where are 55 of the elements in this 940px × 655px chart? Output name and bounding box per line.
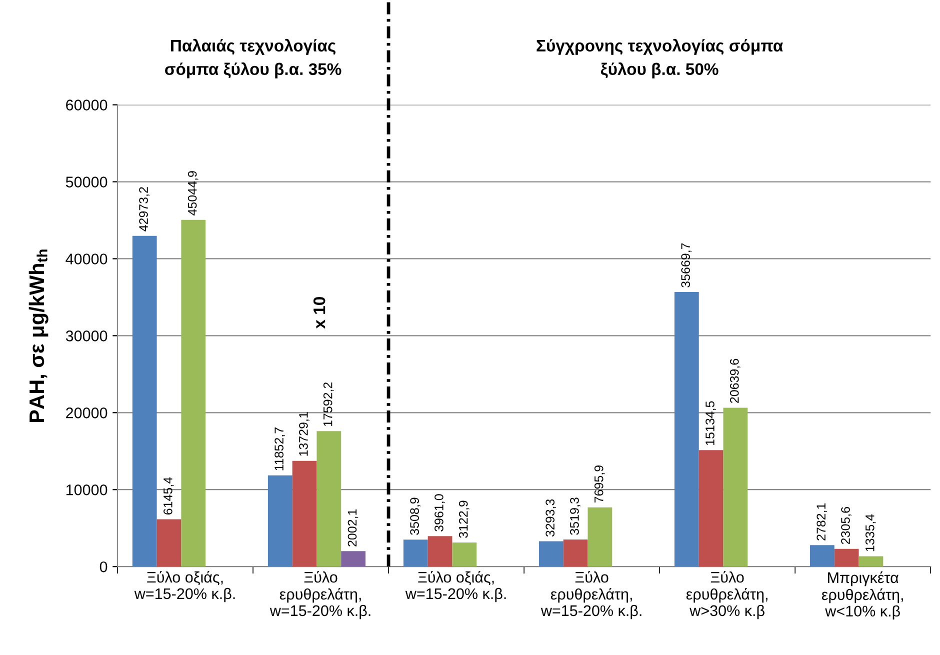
bar: [181, 220, 206, 567]
x-tick-label: Ξύλο οξιάς, w=15-20% κ.β.: [405, 570, 506, 602]
bar: [268, 475, 292, 567]
data-label: 2782,1: [816, 503, 828, 540]
x-tick-label: Ξύλο ερυθρελάτη, w=15-20% κ.β.: [270, 570, 370, 620]
data-label: 17592,2: [323, 382, 334, 426]
data-label: 3293,3: [546, 499, 556, 537]
bar: [132, 236, 157, 567]
y-tick-label: 60000: [66, 100, 108, 110]
bar: [316, 431, 342, 567]
text: Σύγχρονης τεχνολογίας σόμπα ξύλου β.α. 50%: [536, 38, 784, 78]
bar: [674, 292, 699, 567]
x-tick-label: Μπριγκέτα ερυθρελάτη, w<10% κ.β: [822, 571, 903, 620]
bar: [723, 408, 748, 567]
data-label: 2002,1: [348, 509, 358, 546]
data-label: 3519,3: [570, 498, 580, 535]
y-tick-label: 30000: [66, 330, 108, 342]
y-tick-label: 10000: [66, 484, 108, 496]
bar: [810, 545, 834, 567]
data-label: 3508,9: [410, 498, 420, 535]
data-label: 13729,1: [299, 412, 310, 456]
data-label: 20639,6: [730, 358, 740, 403]
bar: [698, 450, 724, 567]
bar: [428, 536, 452, 567]
y-tick-label: 50000: [66, 176, 108, 188]
bar: [292, 460, 317, 567]
data-label: 3961,0: [434, 494, 445, 532]
annotation: x 10: [313, 297, 326, 329]
bar: [563, 539, 588, 567]
x-tick-label: Ξύλο οξιάς, w=15-20% κ.β.: [134, 570, 235, 602]
data-label: 1335,4: [865, 514, 876, 552]
data-label: 15134,5: [706, 401, 716, 445]
text: Παλαιάς τεχνολογίας σόμπα ξύλου β.α. 35%: [165, 38, 342, 78]
data-label: 35669,7: [681, 243, 692, 288]
x-tick-label: Ξύλο ερυθρελάτη, w=15-20% κ.β.: [540, 570, 642, 620]
y-tick-label: 0: [100, 561, 108, 572]
x-tick-label: Ξύλο ερυθρελάτη, w>30% κ.β: [686, 570, 768, 620]
y-tick-label: 20000: [66, 408, 108, 418]
bar: [341, 551, 366, 567]
bar: [588, 507, 612, 567]
bar: [403, 540, 428, 567]
data-label: 2305,6: [841, 506, 852, 544]
data-label: 45044,9: [188, 171, 198, 216]
y-axis-title: PAH, σε μg/kWh$_{th}$: [28, 250, 48, 422]
bar: [452, 542, 477, 567]
data-label: 3122,9: [458, 500, 470, 538]
y-tick-label: 40000: [66, 254, 108, 264]
bar: [834, 548, 859, 567]
data-label: 42973,2: [139, 187, 150, 232]
bar: [858, 556, 884, 567]
data-label: 7695,9: [594, 466, 605, 503]
data-label: 6145,4: [164, 477, 174, 514]
data-label: 11852,7: [274, 428, 285, 470]
bar: [156, 519, 182, 567]
bar: [538, 541, 564, 567]
